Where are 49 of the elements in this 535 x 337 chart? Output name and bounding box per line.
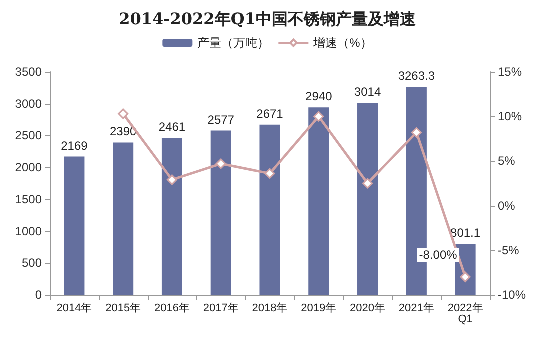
bar — [210, 130, 232, 295]
data-label: 2577 — [208, 112, 235, 127]
y-tick-label: 0 — [35, 288, 42, 302]
y2-tick-label: 0% — [498, 198, 516, 213]
data-label: 2940 — [306, 90, 333, 104]
x-tick-label: 2014年 — [56, 302, 92, 314]
data-label: 2169 — [61, 138, 88, 153]
y2-tick-label: -5% — [498, 243, 520, 258]
y-tick-label: 3000 — [15, 96, 42, 111]
x-tick-label: 2019年 — [301, 302, 337, 314]
bar — [358, 102, 378, 295]
data-label: 3263.3 — [398, 69, 436, 84]
data-label: 3014 — [354, 84, 382, 99]
point — [118, 108, 129, 120]
bar — [64, 156, 85, 295]
y2-tick-label: -10% — [498, 288, 526, 302]
point — [264, 168, 276, 179]
bar — [308, 108, 330, 295]
y-tick-label: 3500 — [15, 65, 42, 79]
y-tick-label: 500 — [22, 256, 42, 270]
point — [362, 178, 374, 189]
y2-tick-label: 15% — [498, 65, 522, 79]
point — [166, 174, 178, 186]
y-tick-label: 1500 — [15, 192, 42, 206]
point — [411, 127, 422, 138]
y-tick-label: 2000 — [15, 160, 42, 175]
x-tick-label: 2021年 — [398, 302, 434, 314]
chart-title: 2014-2022年Q1中国不锈钢产量及增速 — [119, 10, 417, 28]
point — [460, 272, 471, 282]
x-tick-label: 2018年 — [252, 302, 288, 314]
legend-label: 增速（%） — [312, 36, 372, 50]
x-tick-label: 2022年Q1 — [448, 302, 484, 326]
y-tick-label: 2500 — [15, 128, 42, 143]
point — [216, 158, 226, 170]
y-tick-label: 1000 — [15, 224, 42, 238]
y2-tick-label: 5% — [498, 154, 516, 168]
x-tick-label: 2016年 — [154, 302, 190, 314]
data-label: -8.00% — [419, 248, 458, 262]
x-tick-label: 2017年 — [203, 302, 239, 314]
point — [314, 111, 324, 122]
x-tick-label: 2015年 — [106, 302, 142, 314]
legend-label: 产量（万吨） — [198, 36, 270, 50]
data-label: 2461 — [158, 120, 186, 134]
bar — [113, 142, 134, 295]
bar — [162, 138, 182, 295]
y2-tick-label: 10% — [498, 110, 522, 124]
x-tick-label: 2020年 — [350, 302, 386, 314]
bar — [260, 124, 280, 295]
data-label: 2671 — [256, 106, 284, 121]
